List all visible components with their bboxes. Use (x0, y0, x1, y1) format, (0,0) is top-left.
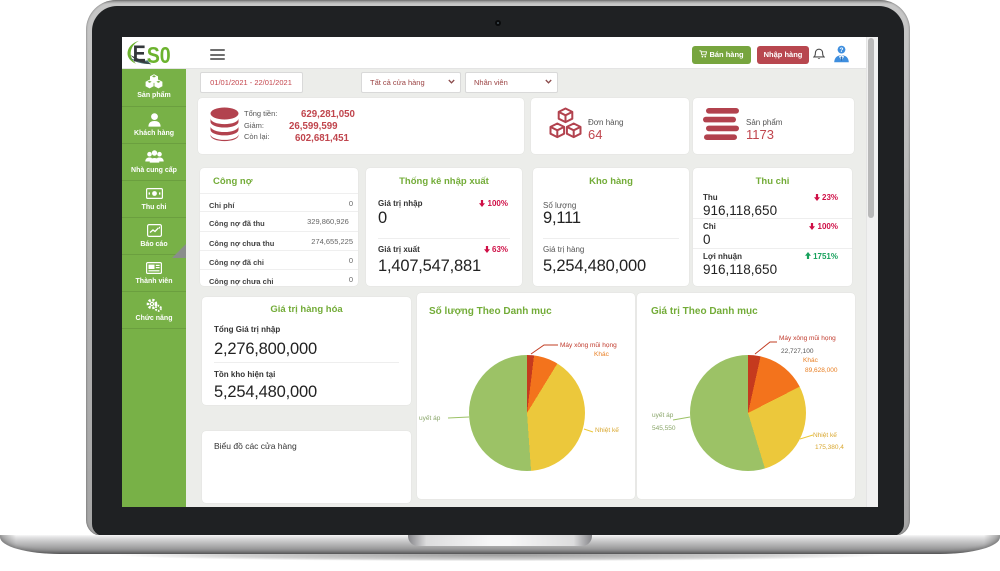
svg-text:?: ? (840, 47, 844, 54)
svg-text:S0: S0 (147, 42, 171, 66)
svg-text:E: E (133, 40, 146, 66)
